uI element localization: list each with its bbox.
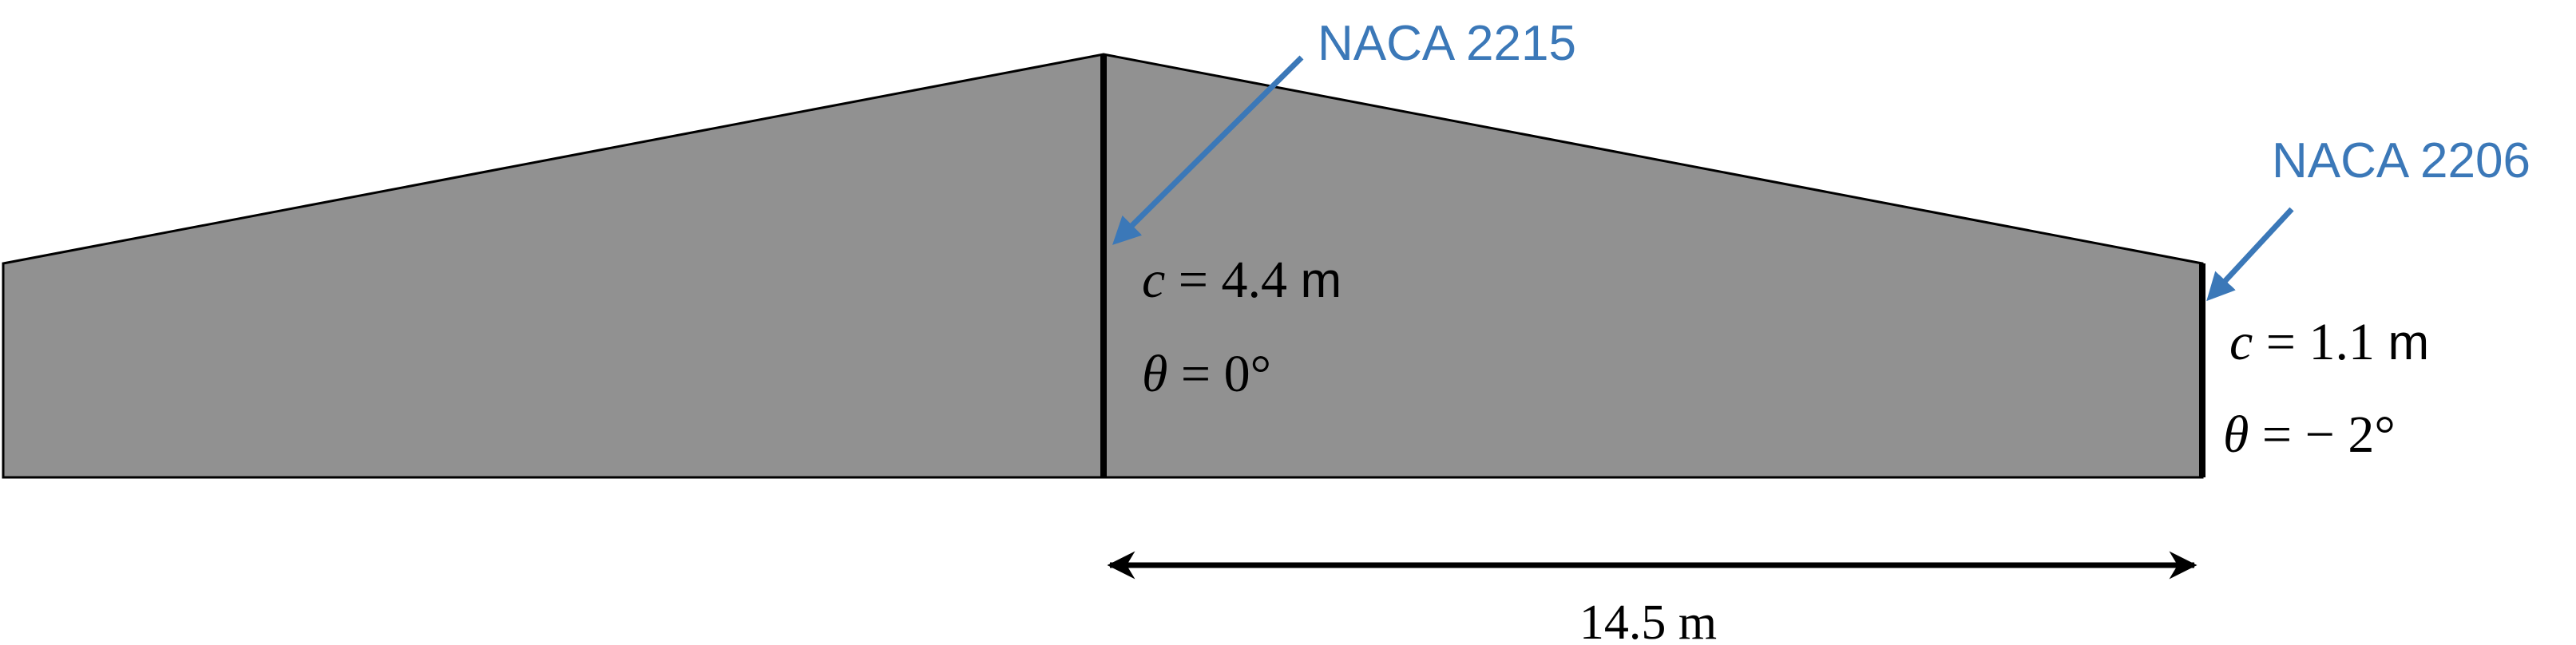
tip-twist-value: = − 2° <box>2249 406 2395 464</box>
tip-chord-equals: = 1.1 <box>2253 313 2388 371</box>
tip-airfoil-leader-arrow <box>2206 207 2294 302</box>
root-twist-value: = 0° <box>1167 345 1271 403</box>
root-twist-text: θ = 0° <box>1142 345 1271 403</box>
root-twist-symbol: θ <box>1142 345 1167 403</box>
root-chord-text: c = 4.4 m <box>1142 251 1342 309</box>
tip-chord-text: c = 1.1 m <box>2229 313 2429 371</box>
root-chord-equals: = 4.4 <box>1165 251 1300 309</box>
root-airfoil-leader-arrow <box>1112 55 1304 245</box>
root-chord-unit: m <box>1301 253 1342 308</box>
tip-twist-symbol: θ <box>2223 406 2249 464</box>
span-dimension-label: 14.5 m <box>1579 596 1717 645</box>
tip-twist-text: θ = − 2° <box>2223 406 2396 464</box>
root-airfoil-label: NACA 2215 <box>1318 16 1576 71</box>
tip-chord-symbol: c <box>2229 313 2253 371</box>
root-chord-symbol: c <box>1142 251 1165 309</box>
tip-airfoil-label: NACA 2206 <box>2272 133 2530 188</box>
tip-chord-unit: m <box>2388 315 2430 370</box>
